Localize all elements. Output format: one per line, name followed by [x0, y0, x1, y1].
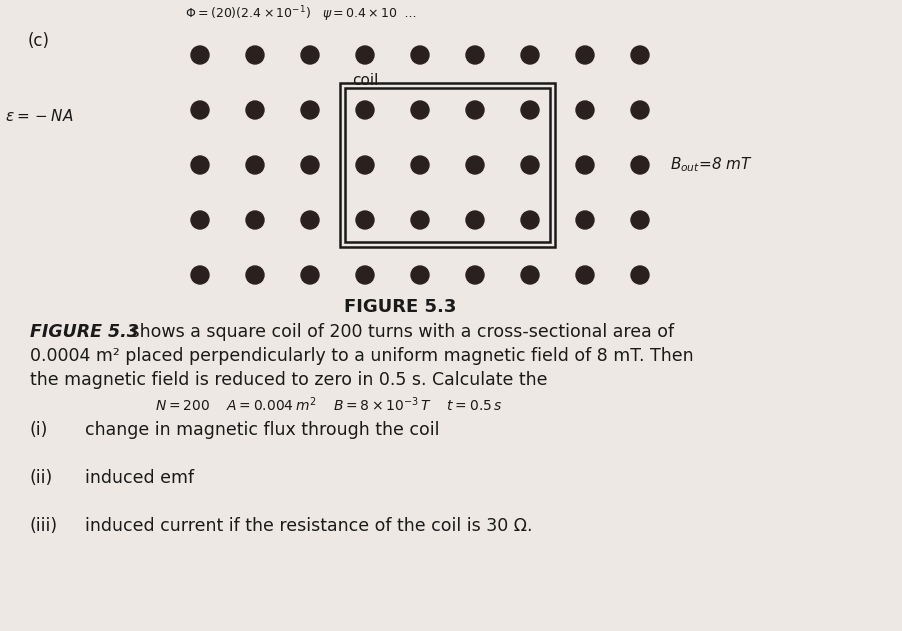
Text: the magnetic field is reduced to zero in 0.5 s. Calculate the: the magnetic field is reduced to zero in… [30, 371, 547, 389]
Text: $\Phi = (20)(2.4 \times 10^{-1})$   $\psi = 0.4 \times 10$  ...: $\Phi = (20)(2.4 \times 10^{-1})$ $\psi … [185, 4, 417, 23]
Bar [345, 88, 549, 242]
Text: shows a square coil of 200 turns with a cross-sectional area of: shows a square coil of 200 turns with a … [124, 323, 674, 341]
Circle shape [300, 156, 318, 174]
Circle shape [410, 211, 428, 229]
Text: (i): (i) [30, 421, 49, 439]
Circle shape [465, 266, 483, 284]
Text: FIGURE 5.3: FIGURE 5.3 [30, 323, 139, 341]
Circle shape [520, 211, 538, 229]
Circle shape [520, 156, 538, 174]
Circle shape [191, 211, 208, 229]
Circle shape [300, 46, 318, 64]
Text: (c): (c) [28, 32, 50, 50]
Text: induced emf: induced emf [85, 469, 194, 487]
Text: $\varepsilon = -NA$: $\varepsilon = -NA$ [5, 108, 73, 124]
Circle shape [630, 46, 649, 64]
Circle shape [191, 156, 208, 174]
Circle shape [465, 101, 483, 119]
Circle shape [520, 46, 538, 64]
Text: (iii): (iii) [30, 517, 58, 535]
Circle shape [191, 46, 208, 64]
Text: FIGURE 5.3: FIGURE 5.3 [344, 298, 456, 316]
Circle shape [300, 101, 318, 119]
Circle shape [575, 46, 594, 64]
Text: induced current if the resistance of the coil is 30 Ω.: induced current if the resistance of the… [85, 517, 532, 535]
Circle shape [245, 156, 263, 174]
Circle shape [630, 156, 649, 174]
Text: change in magnetic flux through the coil: change in magnetic flux through the coil [85, 421, 439, 439]
Circle shape [575, 211, 594, 229]
Circle shape [355, 46, 373, 64]
Bar [340, 83, 555, 247]
Circle shape [575, 101, 594, 119]
Circle shape [191, 266, 208, 284]
Circle shape [300, 266, 318, 284]
Circle shape [245, 101, 263, 119]
Circle shape [465, 156, 483, 174]
Circle shape [575, 156, 594, 174]
Circle shape [465, 211, 483, 229]
Circle shape [355, 266, 373, 284]
Circle shape [300, 211, 318, 229]
Circle shape [355, 211, 373, 229]
Circle shape [630, 101, 649, 119]
Text: 0.0004 m² placed perpendicularly to a uniform magnetic field of 8 mT. Then: 0.0004 m² placed perpendicularly to a un… [30, 347, 693, 365]
Circle shape [520, 101, 538, 119]
Circle shape [465, 46, 483, 64]
Circle shape [245, 266, 263, 284]
Circle shape [520, 266, 538, 284]
Circle shape [630, 211, 649, 229]
Circle shape [355, 101, 373, 119]
Circle shape [245, 46, 263, 64]
Circle shape [410, 101, 428, 119]
Circle shape [575, 266, 594, 284]
Circle shape [355, 156, 373, 174]
Circle shape [410, 266, 428, 284]
Circle shape [410, 46, 428, 64]
Circle shape [630, 266, 649, 284]
Text: coil: coil [352, 73, 378, 88]
Text: $B_{out}$=8 mT: $B_{out}$=8 mT [669, 156, 752, 174]
Text: (ii): (ii) [30, 469, 53, 487]
Circle shape [245, 211, 263, 229]
Circle shape [410, 156, 428, 174]
Text: $N = 200$    $A = 0.004\,m^2$    $B = 8 \times 10^{-3}\,T$    $t = 0.5\,s$: $N = 200$ $A = 0.004\,m^2$ $B = 8 \times… [155, 395, 502, 413]
Circle shape [191, 101, 208, 119]
